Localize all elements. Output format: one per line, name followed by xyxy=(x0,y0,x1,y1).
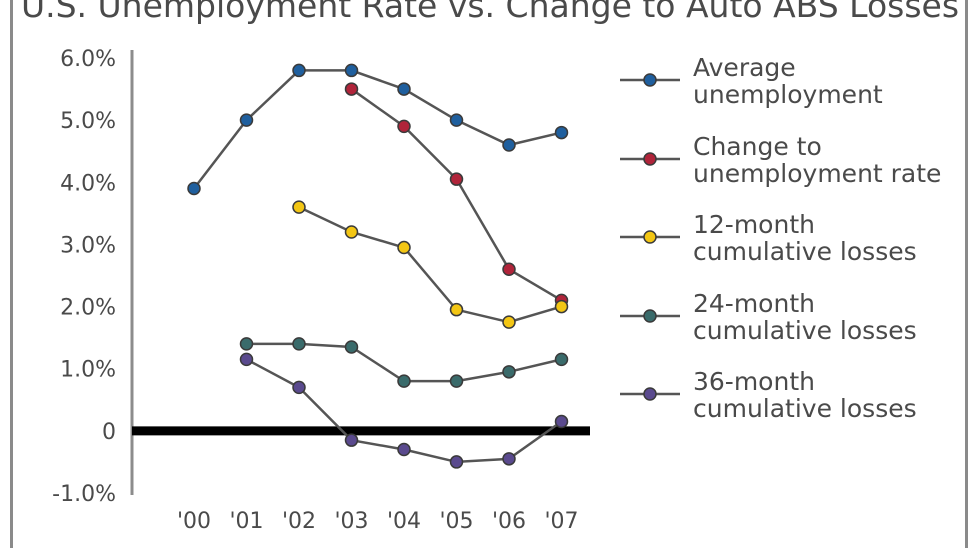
legend-marker xyxy=(643,309,657,323)
chart-frame xyxy=(10,0,968,548)
legend-label: Change to xyxy=(693,132,822,161)
y-tick-label: 6.0% xyxy=(60,47,116,72)
series-line xyxy=(298,206,562,324)
legend-label: 12-month xyxy=(693,210,815,239)
data-point xyxy=(449,113,464,127)
legend-label: unemployment xyxy=(693,80,883,109)
data-point xyxy=(344,63,359,78)
data-point xyxy=(292,200,306,214)
data-point xyxy=(397,442,411,457)
data-point xyxy=(292,380,306,395)
data-point xyxy=(239,113,254,127)
y-tick-label: 3.0% xyxy=(60,233,116,258)
data-point xyxy=(239,352,254,367)
data-point xyxy=(502,262,516,277)
data-point xyxy=(397,82,411,96)
data-point xyxy=(554,125,569,140)
y-tick-label: 1.0% xyxy=(60,358,116,383)
legend-label: 36-month xyxy=(693,367,815,396)
legend-label: cumulative losses xyxy=(693,316,917,345)
data-point xyxy=(397,374,411,388)
legend-marker xyxy=(643,73,657,87)
data-point xyxy=(502,365,516,379)
data-point xyxy=(449,302,464,317)
legend-label: Average xyxy=(693,53,796,82)
data-point xyxy=(397,240,411,255)
x-tick-label: '01 xyxy=(229,509,263,534)
legend-label: cumulative losses xyxy=(693,237,917,266)
x-tick-label: '04 xyxy=(387,509,421,534)
data-point xyxy=(554,352,569,367)
x-tick-label: '07 xyxy=(544,509,578,534)
data-point xyxy=(292,63,306,78)
data-point xyxy=(344,225,359,239)
data-point xyxy=(449,172,464,186)
y-tick-label: 0 xyxy=(102,420,116,445)
x-tick-label: '03 xyxy=(334,509,368,534)
series-line xyxy=(193,69,562,190)
x-tick-label: '06 xyxy=(492,509,526,534)
data-point xyxy=(502,138,516,152)
x-tick-label: '02 xyxy=(282,509,316,534)
data-point xyxy=(344,433,359,447)
data-point xyxy=(344,340,359,354)
y-tick-label: 4.0% xyxy=(60,171,116,196)
legend-marker xyxy=(643,387,657,401)
data-point xyxy=(554,299,569,314)
data-point xyxy=(239,337,254,351)
data-point xyxy=(554,414,569,429)
legend-marker xyxy=(643,152,657,166)
legend-label: cumulative losses xyxy=(693,394,917,423)
legend-label: unemployment rate xyxy=(693,159,941,188)
data-point xyxy=(449,374,464,388)
y-tick-label: 2.0% xyxy=(60,296,116,321)
x-tick-label: '00 xyxy=(177,509,211,534)
y-tick-label: 5.0% xyxy=(60,109,116,134)
data-point xyxy=(292,337,306,351)
x-tick-label: '05 xyxy=(439,509,473,534)
data-point xyxy=(397,119,411,134)
data-point xyxy=(449,455,464,469)
chart-title: U.S. Unemployment Rate vs. Change to Aut… xyxy=(20,0,960,25)
legend-marker xyxy=(643,230,657,244)
y-tick-label: -1.0% xyxy=(52,482,116,507)
data-point xyxy=(502,452,516,466)
data-point xyxy=(502,315,516,329)
data-point xyxy=(187,181,201,196)
data-point xyxy=(344,82,359,96)
legend-label: 24-month xyxy=(693,289,815,318)
